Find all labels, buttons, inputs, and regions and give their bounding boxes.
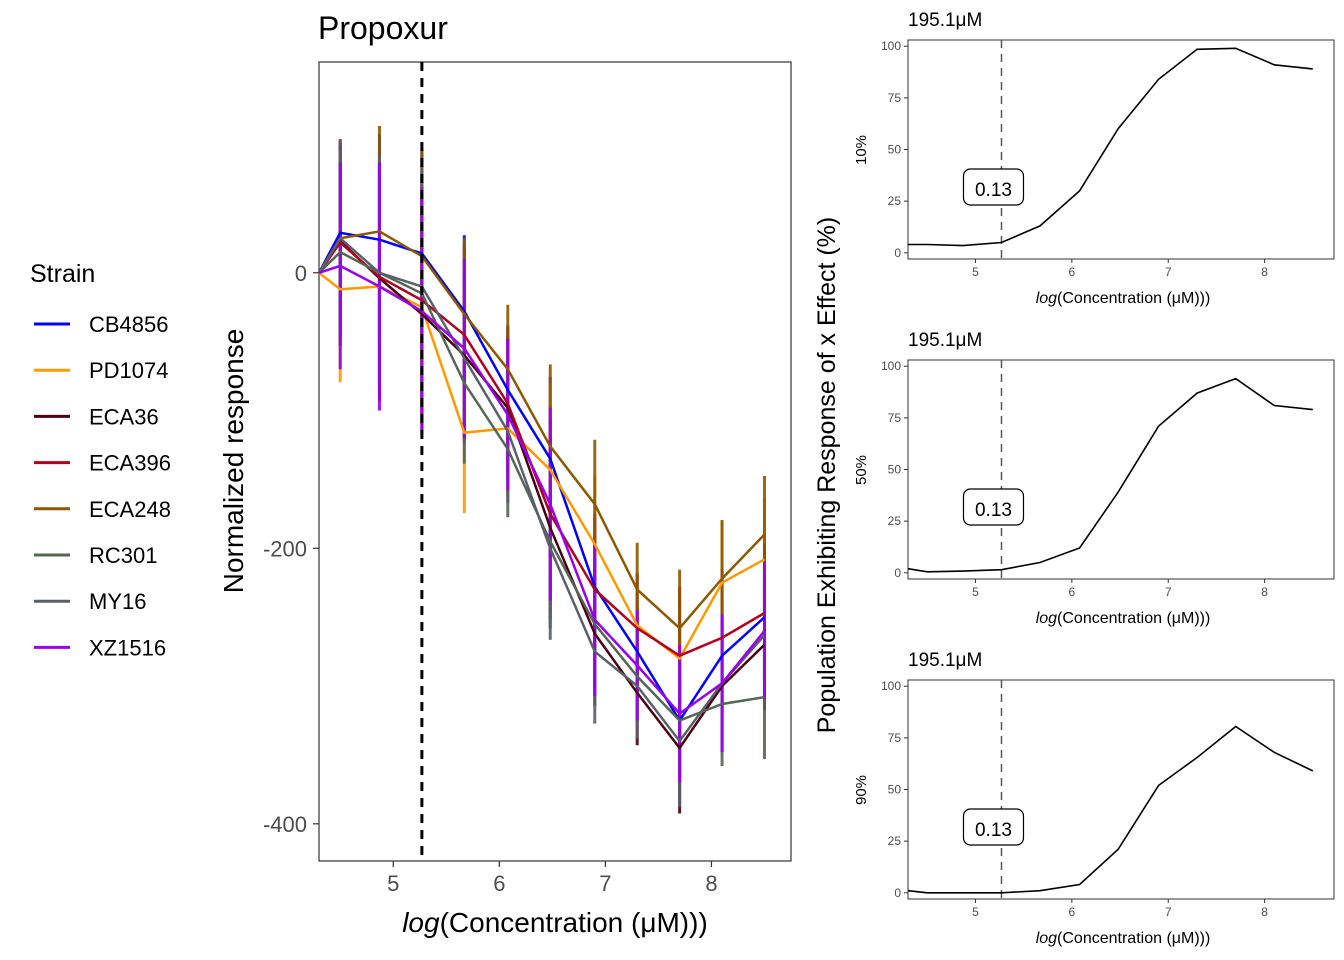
- side-panel-2: 195.1μM 0.13 5 6 7 8 0 25 50 75 100 50% log(Concentr…: [853, 330, 1335, 627]
- side-shared-y-axis-label: Population Exhibiting Response of x Effe…: [813, 217, 841, 734]
- side-x-axis-label-paren: (: [1057, 930, 1063, 947]
- legend-label-eca36: ECA36: [89, 404, 159, 429]
- side-y-axis-label: 90%: [853, 775, 870, 805]
- side-plot-frame: [907, 359, 1335, 580]
- side-x-axis-label-paren: (: [1057, 610, 1063, 627]
- legend-label-rc301: RC301: [89, 543, 157, 568]
- side-annotation-box: [962, 488, 1025, 526]
- side-y-tick-label: 75: [888, 731, 902, 745]
- side-curve: [908, 47, 1313, 247]
- side-x-axis-label-fn: log: [1036, 610, 1057, 627]
- side-annotation-label: 0.13: [975, 500, 1012, 521]
- side-plot-frame: [907, 679, 1335, 900]
- legend-label-my16: MY16: [89, 589, 146, 614]
- side-y-tick-label: 75: [888, 91, 902, 105]
- side-x-tick-label: 5: [972, 585, 979, 599]
- side-y-tick-label: 0: [894, 246, 901, 260]
- side-x-axis-label-inner: Concentration (μM): [1062, 930, 1199, 947]
- side-x-tick-label: 8: [1261, 265, 1268, 279]
- legend-label-xz1516: XZ1516: [89, 635, 166, 660]
- series-line-rc301: [318, 250, 765, 722]
- side-y-tick-label: 100: [881, 679, 901, 693]
- legend-label-pd1074: PD1074: [89, 358, 169, 383]
- side-x-tick-label: 6: [1069, 905, 1076, 919]
- side-annotation-label: 0.13: [975, 820, 1012, 841]
- y-tick-label: -400: [263, 812, 307, 837]
- x-tick-label: 7: [599, 871, 611, 896]
- main-x-axis-label-inner: Concentration (μM): [449, 907, 689, 938]
- side-y-tick-label: 75: [888, 411, 902, 425]
- side-x-axis-label-fn: log: [1036, 290, 1057, 307]
- side-annotation-box: [962, 168, 1025, 206]
- side-x-tick-label: 7: [1165, 585, 1172, 599]
- side-x-axis-label: log(Concentration (μM))): [1036, 290, 1211, 307]
- series-line-eca396: [317, 240, 766, 658]
- legend: Strain CB4856 PD1074 ECA36 ECA396 ECA248 RC30…: [30, 260, 171, 660]
- side-x-axis-label-inner: Concentration (μM): [1062, 610, 1199, 627]
- side-annotation-box: [962, 808, 1025, 846]
- side-y-axis-label: 10%: [853, 135, 870, 165]
- side-x-tick-label: 8: [1261, 905, 1268, 919]
- side-curve: [907, 377, 1313, 573]
- side-y-tick-label: 25: [888, 194, 902, 208]
- series-line-xz1516: [318, 264, 766, 716]
- side-x-tick-label: 8: [1261, 585, 1268, 599]
- side-x-tick-label: 5: [972, 265, 979, 279]
- side-x-axis-label-close: )): [1200, 610, 1211, 627]
- side-y-tick-label: 25: [888, 514, 902, 528]
- legend-title: Strain: [30, 260, 95, 288]
- side-annotation-label: 0.13: [975, 180, 1012, 201]
- legend-label-cb4856: CB4856: [89, 312, 169, 337]
- side-y-tick-label: 50: [888, 783, 902, 797]
- side-panel-3: 195.1μM 0.13 5 6 7 8 0 25 50 75 100 90% log(Concentr…: [853, 650, 1335, 947]
- side-y-axis-label: 50%: [853, 455, 870, 485]
- main-panel: Propoxur 5 6 7 8 0 -200 -400 Normalized respon…: [218, 10, 792, 938]
- side-x-tick-label: 5: [972, 905, 979, 919]
- series-line-eca248: [317, 230, 766, 630]
- side-x-axis-label-fn: log: [1036, 930, 1057, 947]
- x-tick-label: 5: [387, 871, 399, 896]
- side-y-tick-label: 50: [888, 143, 902, 157]
- side-x-tick-label: 6: [1069, 585, 1076, 599]
- side-x-axis-label: log(Concentration (μM))): [1036, 930, 1211, 947]
- side-x-axis-label-inner: Concentration (μM): [1062, 290, 1199, 307]
- side-plot-frame: [907, 39, 1335, 260]
- side-x-tick-label: 7: [1165, 265, 1172, 279]
- x-tick-label: 6: [493, 871, 505, 896]
- x-tick-label: 8: [705, 871, 717, 896]
- side-panel-title: 195.1μM: [908, 650, 982, 671]
- side-x-axis-label-close: )): [1200, 290, 1211, 307]
- main-plot-frame: [318, 61, 792, 862]
- y-tick-label: 0: [295, 261, 307, 286]
- side-curve: [907, 725, 1314, 894]
- side-y-tick-label: 0: [894, 886, 901, 900]
- side-y-tick-label: 100: [881, 39, 901, 53]
- legend-label-eca248: ECA248: [89, 497, 171, 522]
- series-line-pd1074: [318, 271, 766, 661]
- main-y-axis-label: Normalized response: [218, 329, 249, 594]
- side-x-tick-label: 7: [1165, 905, 1172, 919]
- series-line-my16: [317, 236, 766, 744]
- side-y-tick-label: 25: [888, 834, 902, 848]
- side-x-axis-label-close: )): [1200, 930, 1211, 947]
- side-y-tick-label: 50: [888, 463, 902, 477]
- main-x-axis-label-fn: log: [402, 907, 440, 938]
- main-x-axis-label: log(Concentration (μM))): [402, 907, 708, 938]
- side-panel-title: 195.1μM: [908, 330, 982, 351]
- side-x-tick-label: 6: [1069, 265, 1076, 279]
- legend-label-eca396: ECA396: [89, 451, 171, 476]
- side-x-axis-label: log(Concentration (μM))): [1036, 610, 1211, 627]
- side-y-tick-label: 0: [894, 566, 901, 580]
- side-panel-title: 195.1μM: [908, 10, 982, 31]
- side-y-tick-label: 100: [881, 359, 901, 373]
- side-panel-1: 195.1μM 0.13 5 6 7 8 0 25 50 75 100 10% log(Concentr…: [853, 10, 1335, 307]
- side-x-axis-label-paren: (: [1057, 290, 1063, 307]
- y-tick-label: -200: [263, 536, 307, 561]
- main-title: Propoxur: [318, 10, 448, 46]
